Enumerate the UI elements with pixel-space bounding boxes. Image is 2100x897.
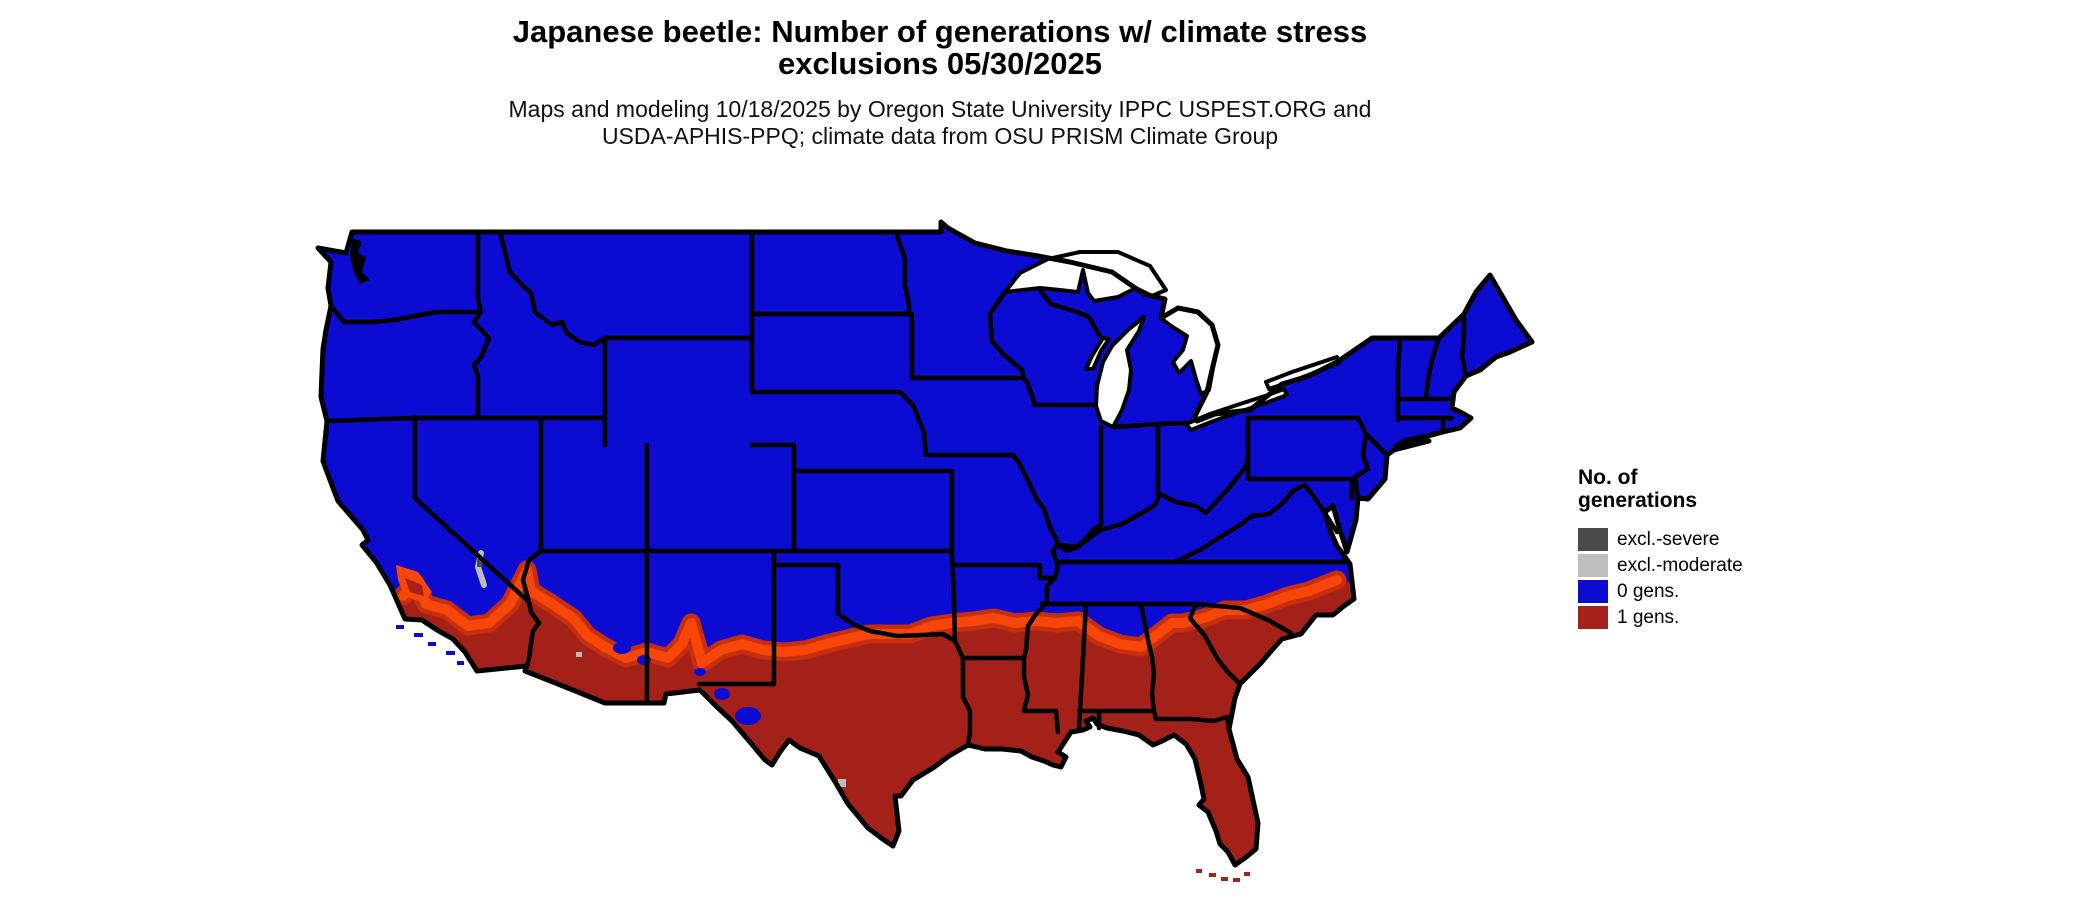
excl-moderate-swatch <box>1578 554 1608 577</box>
legend-item-one-gens: 1 gens. <box>1578 606 1888 629</box>
map-legend: No. of generations excl.-severe excl.-mo… <box>1578 466 1888 632</box>
legend-label: 1 gens. <box>1617 607 1680 628</box>
mountain-cool-pockets <box>613 642 761 725</box>
map-title-line-2: exclusions 05/30/2025 <box>777 46 1102 81</box>
one-gens-swatch <box>1578 606 1608 629</box>
map-fill-layers <box>318 222 1532 865</box>
header: Japanese beetle: Number of generations w… <box>240 16 1640 150</box>
legend-items: excl.-severe excl.-moderate 0 gens. 1 ge… <box>1578 528 1888 629</box>
map-subtitle-line-1: Maps and modeling 10/18/2025 by Oregon S… <box>508 96 1372 122</box>
transition-band-inner <box>398 565 1342 668</box>
zone-zero-generations <box>318 222 1532 865</box>
florida-keys <box>1196 869 1250 882</box>
legend-label: excl.-severe <box>1617 529 1720 550</box>
map-subtitle-line-2: USDA-APHIS-PPQ; climate data from OSU PR… <box>601 123 1279 149</box>
legend-title-line-1: No. of <box>1578 466 1638 489</box>
lake-michigan <box>1094 315 1146 429</box>
legend-title-line-2: generations <box>1578 489 1698 512</box>
us-outline <box>315 219 1535 868</box>
channel-islands <box>396 625 464 665</box>
map-title-line-1: Japanese beetle: Number of generations w… <box>512 14 1368 49</box>
california-valley-core <box>405 578 424 596</box>
state-borders <box>324 229 1469 748</box>
legend-item-zero-gens: 0 gens. <box>1578 580 1888 603</box>
zero-gens-swatch <box>1578 580 1608 603</box>
puget-sound <box>350 238 370 284</box>
excl-severe-swatch <box>1578 528 1608 551</box>
legend-label: excl.-moderate <box>1617 555 1743 576</box>
legend-label: 0 gens. <box>1617 581 1680 602</box>
exclusion-severe-spot <box>477 559 482 567</box>
exclusion-moderate-spot-tx <box>838 779 846 787</box>
map-subtitle: Maps and modeling 10/18/2025 by Oregon S… <box>240 96 1640 150</box>
legend-item-excl-moderate: excl.-moderate <box>1578 554 1888 577</box>
legend-item-excl-severe: excl.-severe <box>1578 528 1888 551</box>
exclusion-moderate-spot-az <box>576 652 582 657</box>
green-bay <box>1084 336 1111 371</box>
